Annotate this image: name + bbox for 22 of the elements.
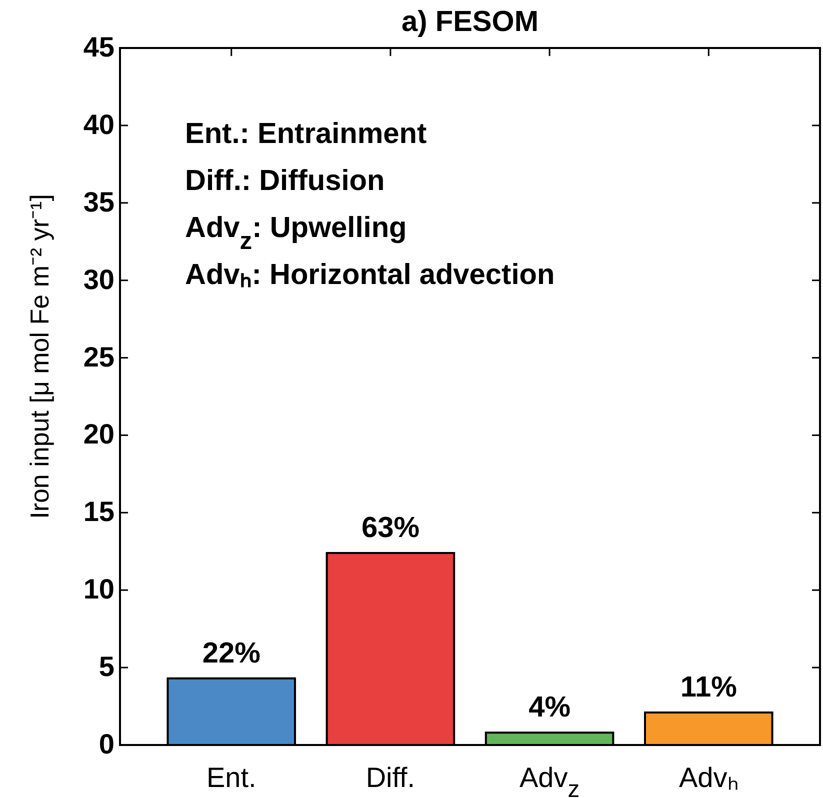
annotation: Ent.: Entrainment bbox=[185, 118, 428, 150]
y-tick-label: 45 bbox=[83, 32, 114, 62]
y-tick-label: 30 bbox=[83, 264, 114, 295]
y-tick-label: 5 bbox=[98, 651, 114, 682]
y-tick-label: 40 bbox=[83, 108, 114, 140]
y-tick-label: 0 bbox=[98, 728, 114, 760]
y-tick-label: 15 bbox=[83, 496, 114, 528]
annotation: 22% bbox=[202, 637, 261, 670]
annotation: 63% bbox=[361, 512, 420, 544]
y-tick-label: 35 bbox=[83, 186, 114, 218]
annotation: Advₕ: Horizontal advection bbox=[185, 259, 555, 291]
annotation: 4% bbox=[528, 692, 571, 724]
y-axis-title: Iron input [μ mol Fe m⁻² yr⁻¹] bbox=[24, 194, 54, 519]
x-tick-label: Advₕ bbox=[679, 762, 738, 793]
annotation: Diff.: Diffusion bbox=[185, 165, 385, 197]
x-tick-label: Ent. bbox=[206, 762, 256, 793]
y-tick-label: 20 bbox=[83, 418, 114, 450]
x-tick-label: Diff. bbox=[366, 762, 416, 793]
y-tick-label: 10 bbox=[83, 574, 114, 605]
y-tick-label: 25 bbox=[83, 341, 114, 372]
annotation: 11% bbox=[680, 671, 738, 704]
chart-title: a) FESOM bbox=[402, 6, 538, 38]
